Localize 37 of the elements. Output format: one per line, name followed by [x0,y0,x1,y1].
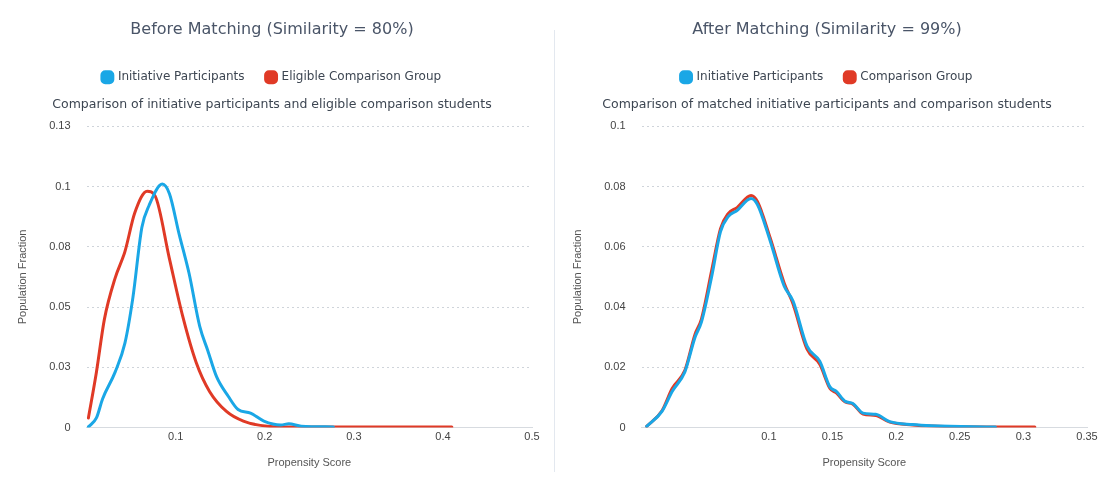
chart-subtitle: Comparison of initiative participants and eligible comparison students [52,95,492,111]
y-tick-label: 0.04 [604,300,626,313]
y-tick-label: 0.06 [604,239,626,252]
legend-label: Comparison Group [860,69,973,84]
y-tick-label: 0.05 [49,300,71,313]
legend-label: Initiative Participants [696,69,824,84]
x-tick-label: 0.25 [949,430,971,443]
y-tick-label: 0 [64,420,71,433]
x-tick-label: 0.2 [257,430,273,443]
x-tick-label: 0.4 [435,430,451,443]
y-tick-label: 0.13 [49,119,71,132]
x-tick-label: 0.1 [168,430,184,443]
line-series [86,182,335,428]
line-series [86,189,454,428]
y-tick-label: 0.1 [55,179,71,192]
chart-title: Before Matching (Similarity = 80%) [130,18,414,38]
x-tick-label: 0.2 [888,430,904,443]
x-tick-label: 0.1 [761,430,777,443]
y-tick-label: 0.02 [604,360,626,373]
y-tick-label: 0.08 [604,179,626,192]
y-tick-label: 0 [619,420,626,433]
x-axis-title: Propensity Score [267,456,352,469]
y-axis-title: Population Fraction [15,229,28,325]
y-tick-label: 0.1 [610,119,626,132]
x-axis-title: Propensity Score [822,456,907,469]
x-tick-label: 0.15 [821,430,844,443]
x-tick-label: 0.3 [346,430,362,443]
y-tick-label: 0.03 [49,360,71,373]
x-tick-label: 0.5 [524,430,540,443]
y-tick-label: 0.08 [49,239,71,252]
y-axis-title: Population Fraction [570,229,583,325]
chart-subtitle: Comparison of matched initiative participants and comparison students [602,95,1052,111]
legend-label: Eligible Comparison Group [281,69,442,84]
x-tick-label: 0.3 [1015,430,1032,443]
chart-title: After Matching (Similarity = 99%) [692,18,962,38]
x-tick-label: 0.35 [1076,430,1098,443]
legend-label: Initiative Participants [117,69,245,84]
